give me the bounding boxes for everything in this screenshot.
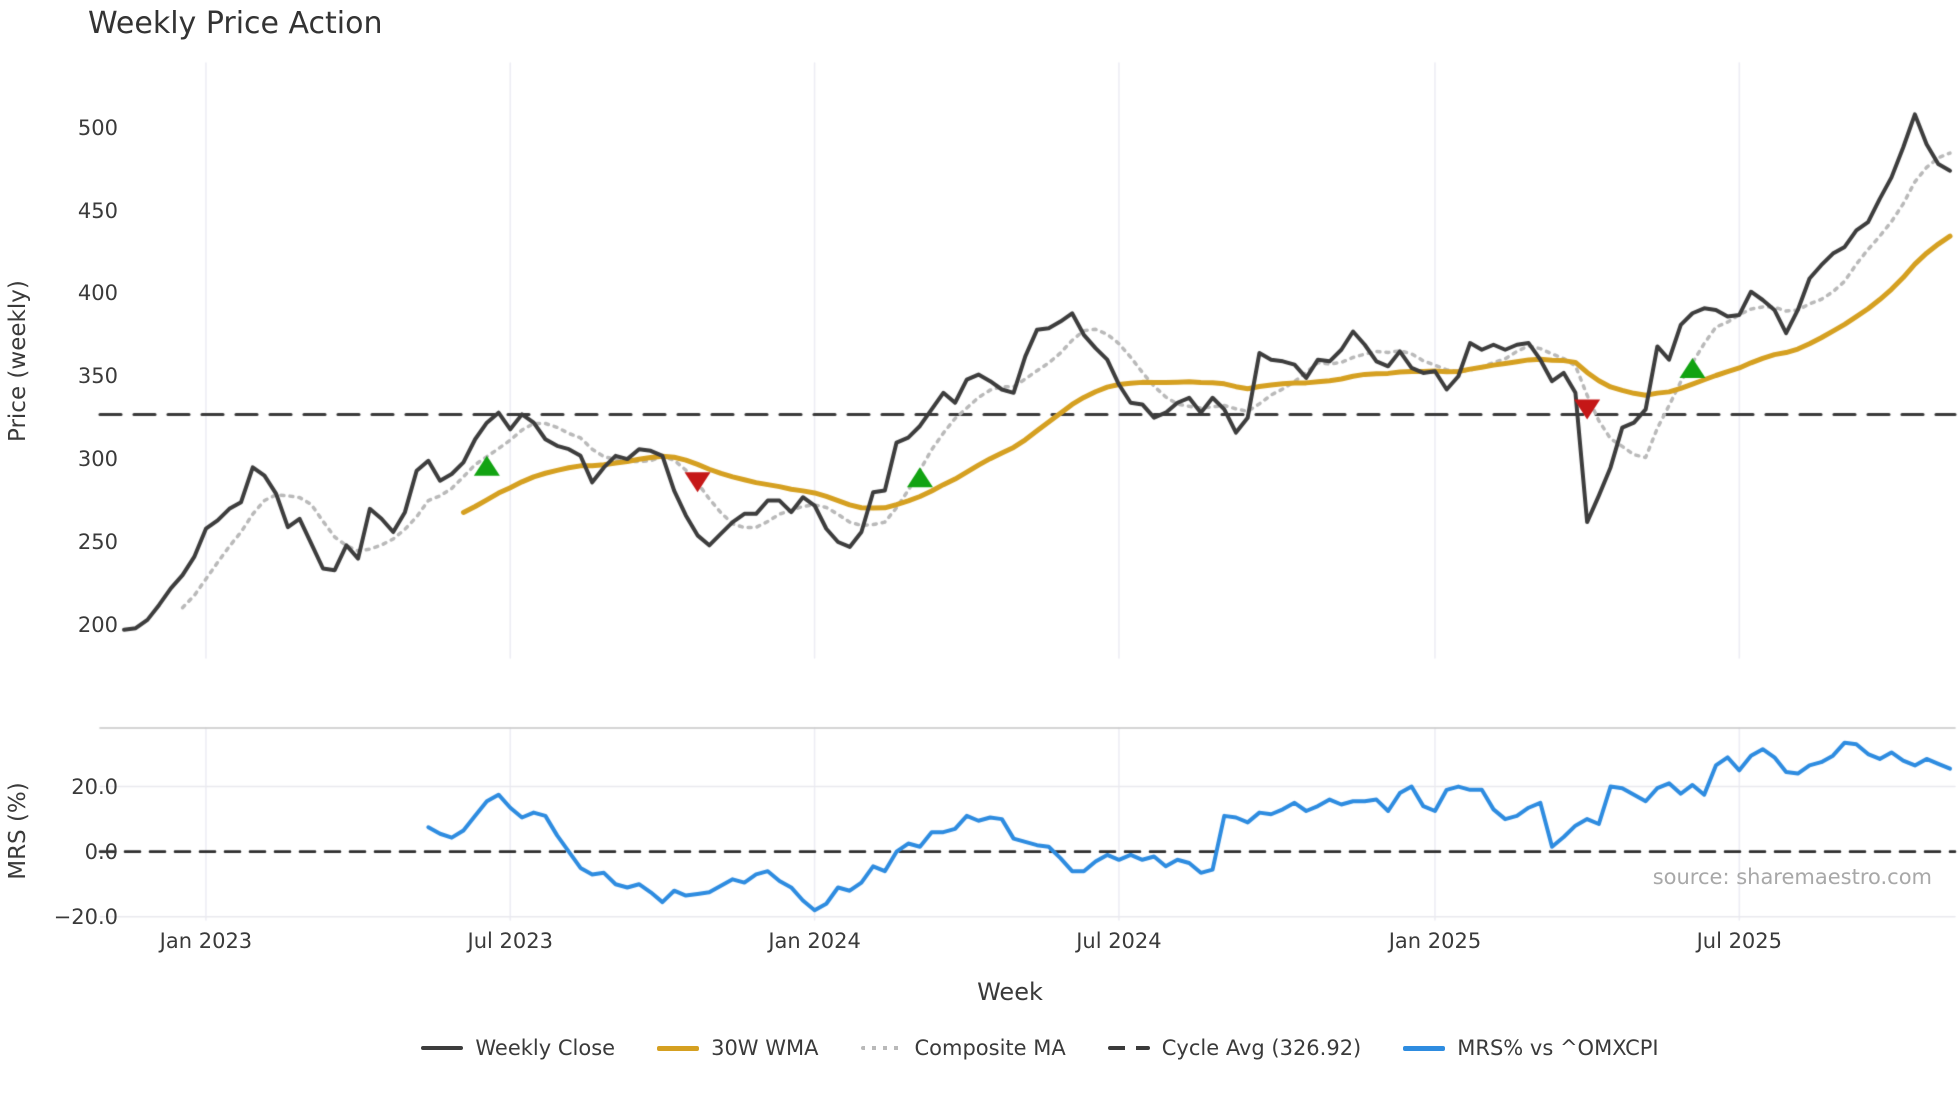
mrs-tick-label: 20.0 [71, 774, 118, 799]
x-tick-label: Jul 2025 [1696, 929, 1783, 953]
legend-label: 30W WMA [711, 1036, 819, 1060]
mrs-tick-label: −20.0 [53, 904, 118, 929]
x-tick-label: Jul 2024 [1076, 929, 1162, 953]
legend-item-composite-ma: Composite MA [860, 1036, 1066, 1060]
source-note: source: sharemaestro.com [1652, 865, 1932, 889]
price-tick-label: 300 [77, 447, 118, 472]
x-tick-label: Jan 2023 [159, 929, 253, 953]
price-tick-label: 400 [77, 281, 118, 306]
price-tick-label: 500 [77, 115, 118, 140]
legend-label: Cycle Avg (326.92) [1161, 1036, 1362, 1060]
price-tick-label: 450 [77, 198, 118, 223]
composite-ma-dotted-swatch-icon [860, 1046, 903, 1050]
x-axis-label: Week [977, 978, 1043, 1006]
x-tick-label: Jan 2024 [768, 929, 861, 953]
price-tick-label: 350 [77, 364, 118, 389]
price-tick-label: 200 [77, 612, 118, 637]
price-tick-label: 250 [77, 529, 118, 554]
legend-item-30w-wma: 30W WMA [657, 1036, 819, 1060]
mrs-line-swatch-icon [1403, 1045, 1446, 1051]
legend-label: Composite MA [914, 1036, 1066, 1060]
legend-item-mrs: MRS% vs ^OMXCPI [1403, 1036, 1659, 1060]
legend-item-weekly-close: Weekly Close [421, 1036, 615, 1060]
legend-label: MRS% vs ^OMXCPI [1457, 1036, 1659, 1060]
x-tick-label: Jan 2025 [1388, 929, 1482, 953]
x-tick-label: Jul 2023 [467, 929, 553, 953]
wma-line-swatch-icon [657, 1045, 700, 1051]
legend-label: Weekly Close [475, 1036, 616, 1060]
chart-title: Weekly Price Action [88, 6, 383, 41]
weekly-close-line-swatch-icon [421, 1046, 464, 1050]
legend: Weekly Close 30W WMA Composite MA Cycle … [120, 1036, 1960, 1060]
mrs-tick-label: 0.0 [84, 839, 118, 864]
legend-item-cycle-avg: Cycle Avg (326.92) [1107, 1036, 1362, 1060]
cycle-avg-dashed-swatch-icon [1107, 1046, 1150, 1050]
